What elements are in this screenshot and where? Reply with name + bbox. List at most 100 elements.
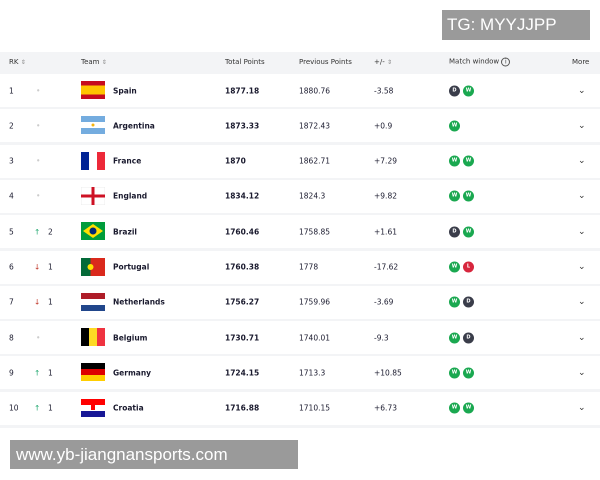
header-rk[interactable]: RK ⇕: [9, 58, 26, 66]
team-name[interactable]: Croatia: [113, 403, 144, 413]
chevron-down-icon[interactable]: ⌄: [578, 191, 586, 202]
match-result-badge: W: [449, 296, 460, 308]
chevron-down-icon[interactable]: ⌄: [578, 332, 586, 343]
team-name[interactable]: England: [113, 191, 148, 201]
match-result-badge: W: [463, 367, 474, 379]
total-points: 1877.18: [225, 86, 260, 95]
team-name[interactable]: Brazil: [113, 227, 137, 237]
match-result-badge: W: [463, 85, 474, 96]
rank-change: 1: [48, 262, 53, 272]
match-result-badge: D: [463, 296, 474, 308]
header-rk-label: RK: [9, 58, 19, 66]
team-name[interactable]: Portugal: [113, 262, 150, 272]
points-diff: +1.61: [374, 227, 397, 237]
chevron-down-icon[interactable]: ⌄: [578, 226, 586, 237]
total-points: 1724.15: [225, 368, 260, 378]
header-team-label: Team: [81, 58, 100, 66]
arrow-down-icon: ↓: [34, 297, 41, 307]
header-match: Match window i: [449, 57, 511, 67]
match-result-badge: W: [449, 261, 460, 273]
arrow-up-icon: ↑: [34, 227, 41, 237]
chevron-down-icon[interactable]: ⌄: [578, 297, 586, 308]
info-icon[interactable]: i: [501, 57, 511, 67]
table-row[interactable]: 2 • Argentina 1873.33 1872.43 +0.9 W ⌄: [0, 109, 600, 143]
flag-brazil-icon: [81, 222, 105, 241]
flag-england-icon: [81, 186, 105, 205]
flag-germany-icon: [81, 363, 105, 382]
arrow-up-icon: ↑: [34, 403, 41, 413]
no-change-icon: •: [36, 121, 41, 131]
match-result-badge: W: [449, 120, 460, 132]
watermark-bottom: www.yb-jiangnansports.com: [10, 440, 298, 469]
rank: 2: [9, 121, 14, 131]
team-name[interactable]: Germany: [113, 368, 152, 378]
points-diff: +0.9: [374, 121, 393, 131]
points-diff: -3.58: [374, 86, 394, 95]
chevron-down-icon[interactable]: ⌄: [578, 367, 586, 378]
match-result-badge: L: [463, 261, 474, 273]
arrow-down-icon: ↓: [34, 262, 41, 272]
team-name[interactable]: Argentina: [113, 121, 155, 131]
table-header: RK ⇕ Team ⇕ Total Points Previous Points…: [0, 52, 600, 72]
chevron-down-icon[interactable]: ⌄: [578, 156, 586, 167]
team-name[interactable]: Spain: [113, 86, 137, 95]
header-previous: Previous Points: [299, 58, 352, 66]
rank: 7: [9, 297, 14, 307]
no-change-icon: •: [36, 191, 41, 201]
previous-points: 1862.71: [299, 156, 331, 166]
team-name[interactable]: France: [113, 156, 142, 166]
ranking-table: RK ⇕ Team ⇕ Total Points Previous Points…: [0, 52, 600, 428]
previous-points: 1872.43: [299, 121, 331, 131]
header-total: Total Points: [225, 58, 265, 66]
match-result-badge: D: [449, 226, 460, 238]
no-change-icon: •: [36, 333, 41, 343]
chevron-down-icon[interactable]: ⌄: [578, 262, 586, 272]
watermark-top: TG: MYYJJPP: [442, 10, 590, 40]
match-result-badge: W: [463, 402, 474, 414]
sort-icon: ⇕: [20, 59, 26, 66]
total-points: 1760.38: [225, 262, 260, 272]
flag-croatia-icon: [81, 398, 105, 417]
team-name[interactable]: Netherlands: [113, 297, 165, 307]
flag-netherlands-icon: [81, 292, 105, 311]
flag-argentina-icon: [81, 116, 105, 135]
total-points: 1730.71: [225, 333, 260, 343]
header-diff[interactable]: +/- ⇕: [374, 58, 392, 66]
header-more: More: [572, 58, 590, 66]
previous-points: 1740.01: [299, 333, 331, 343]
points-diff: +6.73: [374, 403, 397, 413]
header-diff-label: +/-: [374, 58, 385, 66]
previous-points: 1758.85: [299, 227, 331, 237]
header-match-label: Match window: [449, 57, 500, 66]
match-result-badge: W: [463, 190, 474, 202]
rank-change: 1: [48, 368, 53, 378]
header-team[interactable]: Team ⇕: [81, 58, 107, 66]
points-diff: -17.62: [374, 262, 399, 272]
team-name[interactable]: Belgium: [113, 333, 148, 343]
rank: 1: [9, 86, 14, 95]
chevron-down-icon[interactable]: ⌄: [578, 120, 586, 131]
match-result-badge: W: [449, 402, 460, 414]
chevron-down-icon[interactable]: ⌄: [578, 403, 586, 414]
chevron-down-icon[interactable]: ⌄: [578, 85, 586, 96]
sort-icon: ⇕: [386, 59, 393, 66]
flag-belgium-icon: [81, 328, 105, 347]
match-window: W: [449, 120, 463, 132]
arrow-up-icon: ↑: [34, 368, 41, 378]
